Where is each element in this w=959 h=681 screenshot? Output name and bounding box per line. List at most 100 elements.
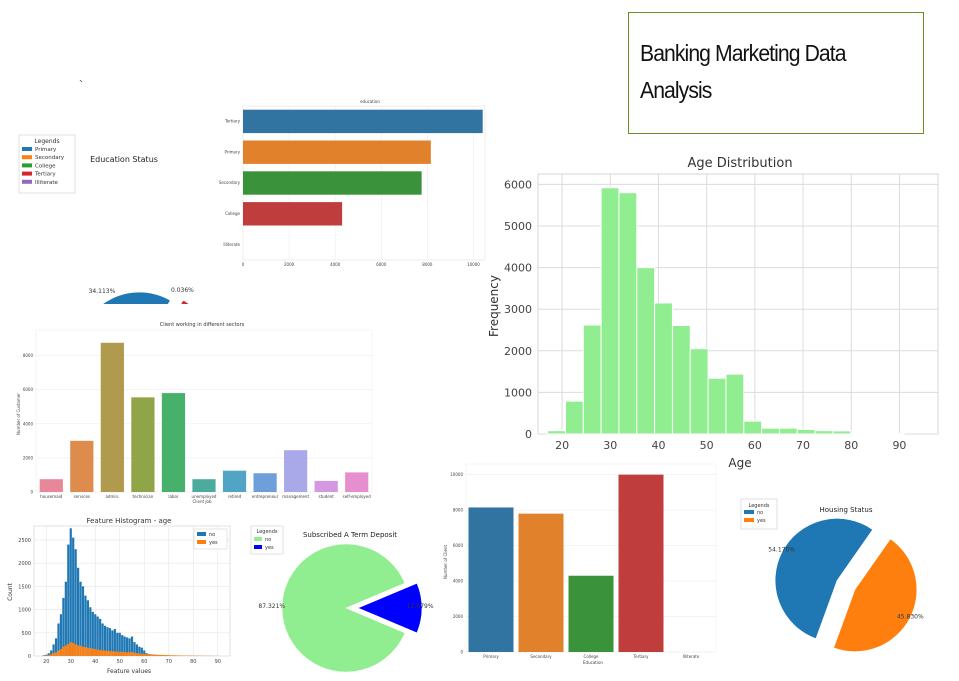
- x-tick-label: retired: [228, 494, 242, 499]
- bar-unemployed: [192, 479, 216, 492]
- bar-secondary: [243, 171, 422, 195]
- x-tick-label: Tertiary: [632, 654, 649, 659]
- histogram-bar-yes: [152, 654, 156, 656]
- histogram-bar: [618, 192, 638, 435]
- x-tick-label: 8000: [422, 262, 433, 267]
- y-axis-label: Number of Customer: [16, 393, 21, 435]
- y-tick-label: 4000: [23, 421, 34, 426]
- y-tick-label: 3000: [504, 303, 532, 316]
- x-tick-label: 90: [215, 659, 221, 665]
- y-tick-label: 4000: [453, 579, 464, 584]
- histogram-bar-yes: [145, 654, 148, 656]
- education-value-label: 34.113%: [89, 288, 116, 295]
- dashboard-title-line2: Analysis: [640, 77, 712, 103]
- histogram-bar-no: [118, 632, 121, 656]
- x-tick-label: 60: [748, 439, 762, 452]
- histogram-bar-no: [76, 567, 80, 656]
- y-tick-label: 4000: [504, 262, 532, 275]
- histogram-bar-yes: [162, 654, 165, 656]
- bar-labor: [161, 393, 186, 492]
- bar-management: [284, 450, 308, 492]
- histogram-bar-yes: [91, 648, 94, 656]
- education-slice-primary: [102, 291, 171, 304]
- y-tick-label: 6000: [453, 543, 464, 548]
- feature-legend-swatch: [197, 540, 206, 544]
- histogram-bar-yes: [170, 655, 173, 656]
- housing-pie-chart: Legends Housing Status 54.170% 45.830% no…: [740, 498, 924, 652]
- histogram-bar-yes: [103, 650, 107, 656]
- histogram-bar-no: [42, 655, 45, 656]
- histogram-bar-yes: [133, 652, 136, 656]
- histogram-bar-no: [113, 629, 116, 656]
- histogram-bar: [636, 267, 656, 435]
- histogram-bar-no: [81, 586, 85, 656]
- histogram-bar-yes: [123, 652, 126, 656]
- x-tick-label: services: [74, 494, 90, 499]
- y-tick-label: 6000: [23, 387, 34, 392]
- histogram-bar-yes: [130, 651, 134, 656]
- education-pie-chart: Legends Education Status 34.113%26.446%2…: [18, 134, 194, 304]
- histogram-bar-no: [133, 642, 136, 656]
- y-tick-label: 1000: [504, 386, 532, 399]
- deposit-legend-label: yes: [265, 545, 274, 551]
- chart-title: Feature Histogram - age: [86, 517, 171, 525]
- histogram-bar-yes: [108, 650, 112, 656]
- education-legend-label: Primary: [35, 147, 57, 153]
- histogram-bar-yes: [101, 650, 104, 656]
- histogram-bar-yes: [57, 650, 60, 656]
- histogram-bar-no: [128, 638, 131, 656]
- x-tick-label: 80: [844, 439, 858, 452]
- histogram-bar-no: [89, 607, 92, 656]
- histogram-bar-yes: [106, 650, 109, 656]
- housing-legend-swatch: [744, 510, 754, 514]
- x-tick-label: 40: [92, 659, 98, 665]
- histogram-bar-yes: [76, 645, 80, 656]
- x-tick-label: labor: [168, 494, 179, 499]
- bar-secondary: [518, 513, 564, 652]
- y-tick-label: Primary: [225, 149, 241, 154]
- histogram-bar-no: [45, 654, 48, 656]
- x-axis-label: Age: [728, 456, 751, 470]
- bar-self-employed: [345, 472, 369, 492]
- histogram-bar-yes: [157, 654, 161, 656]
- x-tick-label: technician: [133, 494, 154, 499]
- histogram-bar-no: [121, 635, 124, 656]
- y-tick-label: College: [225, 211, 240, 216]
- job-sector-chart: Client working in different sectors Clie…: [16, 322, 373, 504]
- x-tick-label: Primary: [483, 654, 499, 659]
- histogram-bar: [600, 187, 620, 435]
- x-tick-label: 50: [117, 659, 123, 665]
- chart-title: Client working in different sectors: [160, 322, 245, 328]
- histogram-bar-yes: [79, 645, 82, 656]
- x-tick-label: 6000: [376, 262, 387, 267]
- age-distribution-chart: Age Distribution Age Frequency 20 30 40 50 6…: [487, 156, 939, 470]
- x-tick-label: College: [584, 654, 599, 659]
- histogram-bar-yes: [172, 655, 175, 656]
- histogram-bar-yes: [125, 652, 129, 656]
- histogram-bar-no: [116, 632, 119, 656]
- y-tick-label: 8000: [23, 353, 34, 358]
- bar-college: [568, 575, 614, 652]
- chart-title: Housing Status: [820, 506, 873, 514]
- y-tick-label: 10000: [450, 472, 463, 477]
- histogram-bar-no: [79, 581, 82, 656]
- dashboard-title-box: Banking Marketing Data Analysis: [628, 12, 924, 134]
- histogram-bar-no: [94, 614, 97, 656]
- histogram-bar-yes: [96, 649, 99, 656]
- education-hbar-chart: education 0 2000 4000 6000 8000 10000 Tertiary…: [219, 99, 486, 267]
- x-tick-label: 30: [68, 659, 74, 665]
- histogram-bar-yes: [155, 654, 158, 656]
- x-tick-label: Illiterate: [683, 654, 700, 659]
- x-tick-label: 60: [141, 659, 147, 665]
- chart-title: Age Distribution: [687, 156, 792, 171]
- housing-slice-yes: [833, 538, 918, 652]
- histogram-bar-yes: [69, 642, 72, 656]
- x-axis-label: Education: [583, 660, 603, 665]
- histogram-bar-yes: [81, 646, 85, 656]
- deposit-legend-label: no: [265, 537, 271, 543]
- x-tick-label: 40: [651, 439, 665, 452]
- education-legend-label: Secondary: [35, 155, 65, 161]
- y-axis-label: Count: [7, 582, 14, 600]
- histogram-bar-no: [103, 625, 107, 656]
- histogram-bar-yes: [54, 652, 58, 656]
